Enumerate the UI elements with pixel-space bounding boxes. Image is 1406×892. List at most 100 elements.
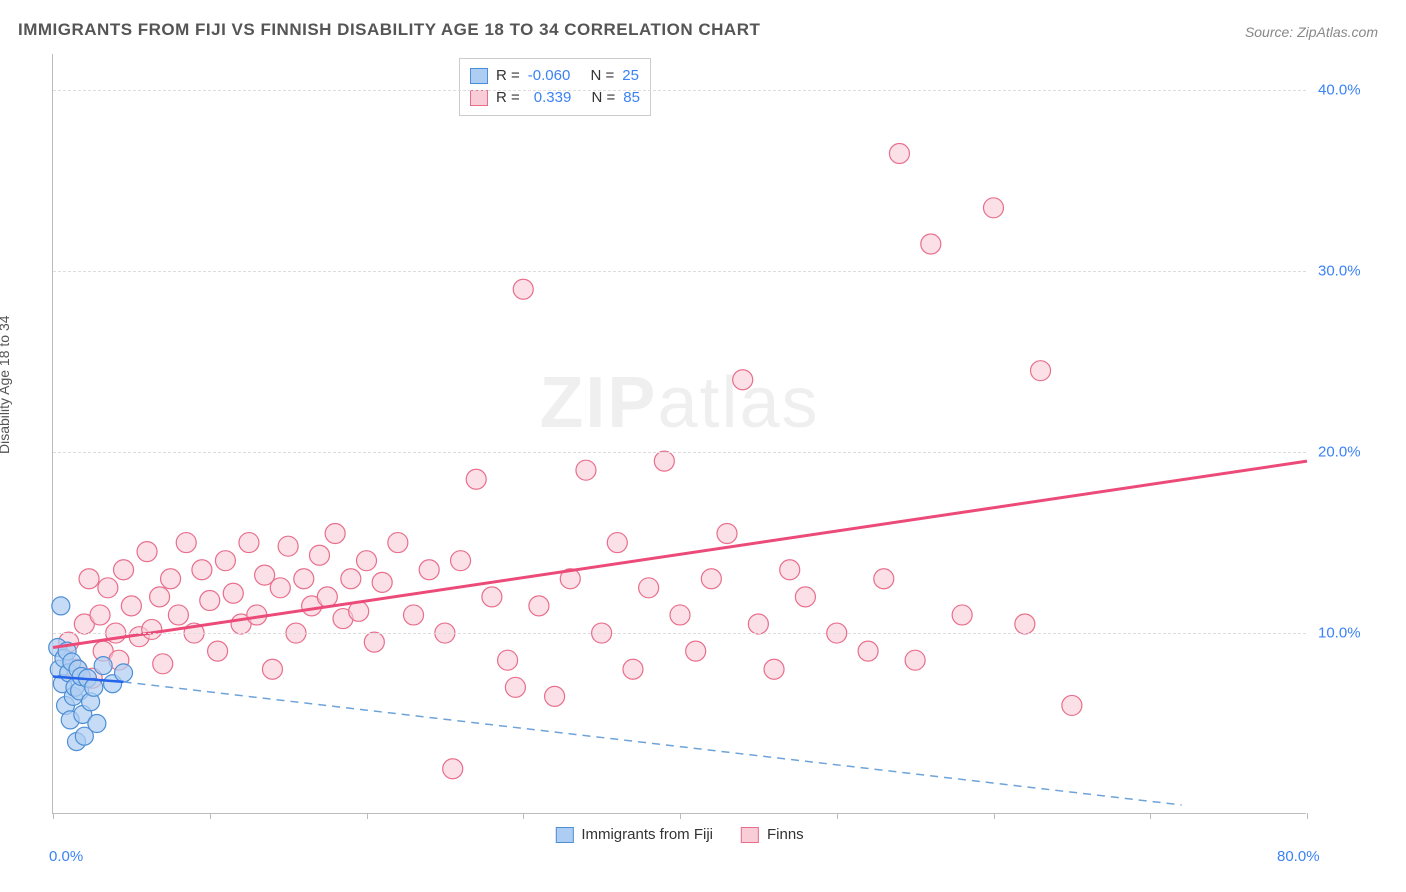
fiji-series-label: Immigrants from Fiji <box>581 826 713 843</box>
stats-legend: R = -0.060 N = 25 R = 0.339 N = 85 <box>459 58 651 116</box>
correlation-chart: IMMIGRANTS FROM FIJI VS FINNISH DISABILI… <box>0 0 1406 892</box>
plot-area: ZIPatlas R = -0.060 N = 25 R = 0.339 N =… <box>52 54 1306 814</box>
gridline <box>53 90 1306 91</box>
source-name: ZipAtlas.com <box>1297 24 1378 40</box>
y-tick-label: 30.0% <box>1318 263 1378 280</box>
x-legend-fiji: Immigrants from Fiji <box>555 826 713 843</box>
fiji-r-value: -0.060 <box>528 65 571 87</box>
data-point <box>505 677 525 697</box>
fiji-n-value: 25 <box>622 65 639 87</box>
stats-legend-row-fiji: R = -0.060 N = 25 <box>470 65 640 87</box>
swatch-finns-icon <box>741 827 759 843</box>
data-point <box>623 659 643 679</box>
data-point <box>576 460 596 480</box>
x-axis-legend: Immigrants from Fiji Finns <box>555 826 803 843</box>
data-point <box>1015 614 1035 634</box>
plot-svg <box>53 54 1307 814</box>
data-point <box>670 605 690 625</box>
data-point <box>121 596 141 616</box>
data-point <box>780 560 800 580</box>
data-point <box>239 533 259 553</box>
data-point <box>79 569 99 589</box>
data-point <box>278 536 298 556</box>
data-point <box>607 533 627 553</box>
data-point <box>545 686 565 706</box>
data-point <box>984 198 1004 218</box>
data-point <box>701 569 721 589</box>
data-point <box>52 597 70 615</box>
data-point <box>150 587 170 607</box>
data-point <box>153 654 173 674</box>
data-point <box>341 569 361 589</box>
data-point <box>317 587 337 607</box>
data-point <box>208 641 228 661</box>
data-point <box>372 572 392 592</box>
data-point <box>686 641 706 661</box>
data-point <box>466 469 486 489</box>
data-point <box>952 605 972 625</box>
x-tick-mark <box>523 813 524 819</box>
data-point <box>1062 695 1082 715</box>
data-point <box>639 578 659 598</box>
swatch-fiji <box>470 68 488 84</box>
x-tick-mark <box>367 813 368 819</box>
x-tick-mark <box>1307 813 1308 819</box>
data-point <box>404 605 424 625</box>
data-point <box>115 664 133 682</box>
data-point <box>176 533 196 553</box>
data-point <box>98 578 118 598</box>
data-point <box>905 650 925 670</box>
data-point <box>94 657 112 675</box>
chart-title: IMMIGRANTS FROM FIJI VS FINNISH DISABILI… <box>18 20 760 40</box>
data-point <box>921 234 941 254</box>
data-point <box>889 144 909 164</box>
data-point <box>529 596 549 616</box>
x-tick-mark <box>680 813 681 819</box>
gridline <box>53 633 1306 634</box>
r-label: R = <box>496 65 520 87</box>
y-tick-label: 10.0% <box>1318 625 1378 642</box>
finns-series-label: Finns <box>767 826 804 843</box>
data-point <box>451 551 471 571</box>
data-point <box>309 545 329 565</box>
data-point <box>717 524 737 544</box>
gridline <box>53 452 1306 453</box>
data-point <box>654 451 674 471</box>
data-point <box>270 578 290 598</box>
y-tick-label: 20.0% <box>1318 444 1378 461</box>
data-point <box>419 560 439 580</box>
y-tick-label: 40.0% <box>1318 82 1378 99</box>
data-point <box>443 759 463 779</box>
data-point <box>137 542 157 562</box>
data-point <box>168 605 188 625</box>
x-tick-mark <box>837 813 838 819</box>
x-legend-finns: Finns <box>741 826 804 843</box>
data-point <box>733 370 753 390</box>
swatch-finns <box>470 90 488 106</box>
x-tick-mark <box>1150 813 1151 819</box>
data-point <box>498 650 518 670</box>
data-point <box>294 569 314 589</box>
data-point <box>1031 361 1051 381</box>
data-point <box>223 583 243 603</box>
x-tick-label: 0.0% <box>49 848 83 865</box>
data-point <box>795 587 815 607</box>
source-attribution: Source: ZipAtlas.com <box>1245 24 1378 40</box>
y-axis-label: Disability Age 18 to 34 <box>0 315 12 454</box>
data-point <box>325 524 345 544</box>
data-point <box>215 551 235 571</box>
data-point <box>88 715 106 733</box>
x-tick-mark <box>994 813 995 819</box>
data-point <box>874 569 894 589</box>
data-point <box>114 560 134 580</box>
data-point <box>90 605 110 625</box>
gridline <box>53 271 1306 272</box>
data-point <box>764 659 784 679</box>
x-tick-label: 80.0% <box>1277 848 1320 865</box>
data-point <box>357 551 377 571</box>
x-tick-mark <box>53 813 54 819</box>
data-point <box>142 619 162 639</box>
trend-line-fiji-dashed <box>124 682 1182 805</box>
data-point <box>262 659 282 679</box>
data-point <box>513 279 533 299</box>
